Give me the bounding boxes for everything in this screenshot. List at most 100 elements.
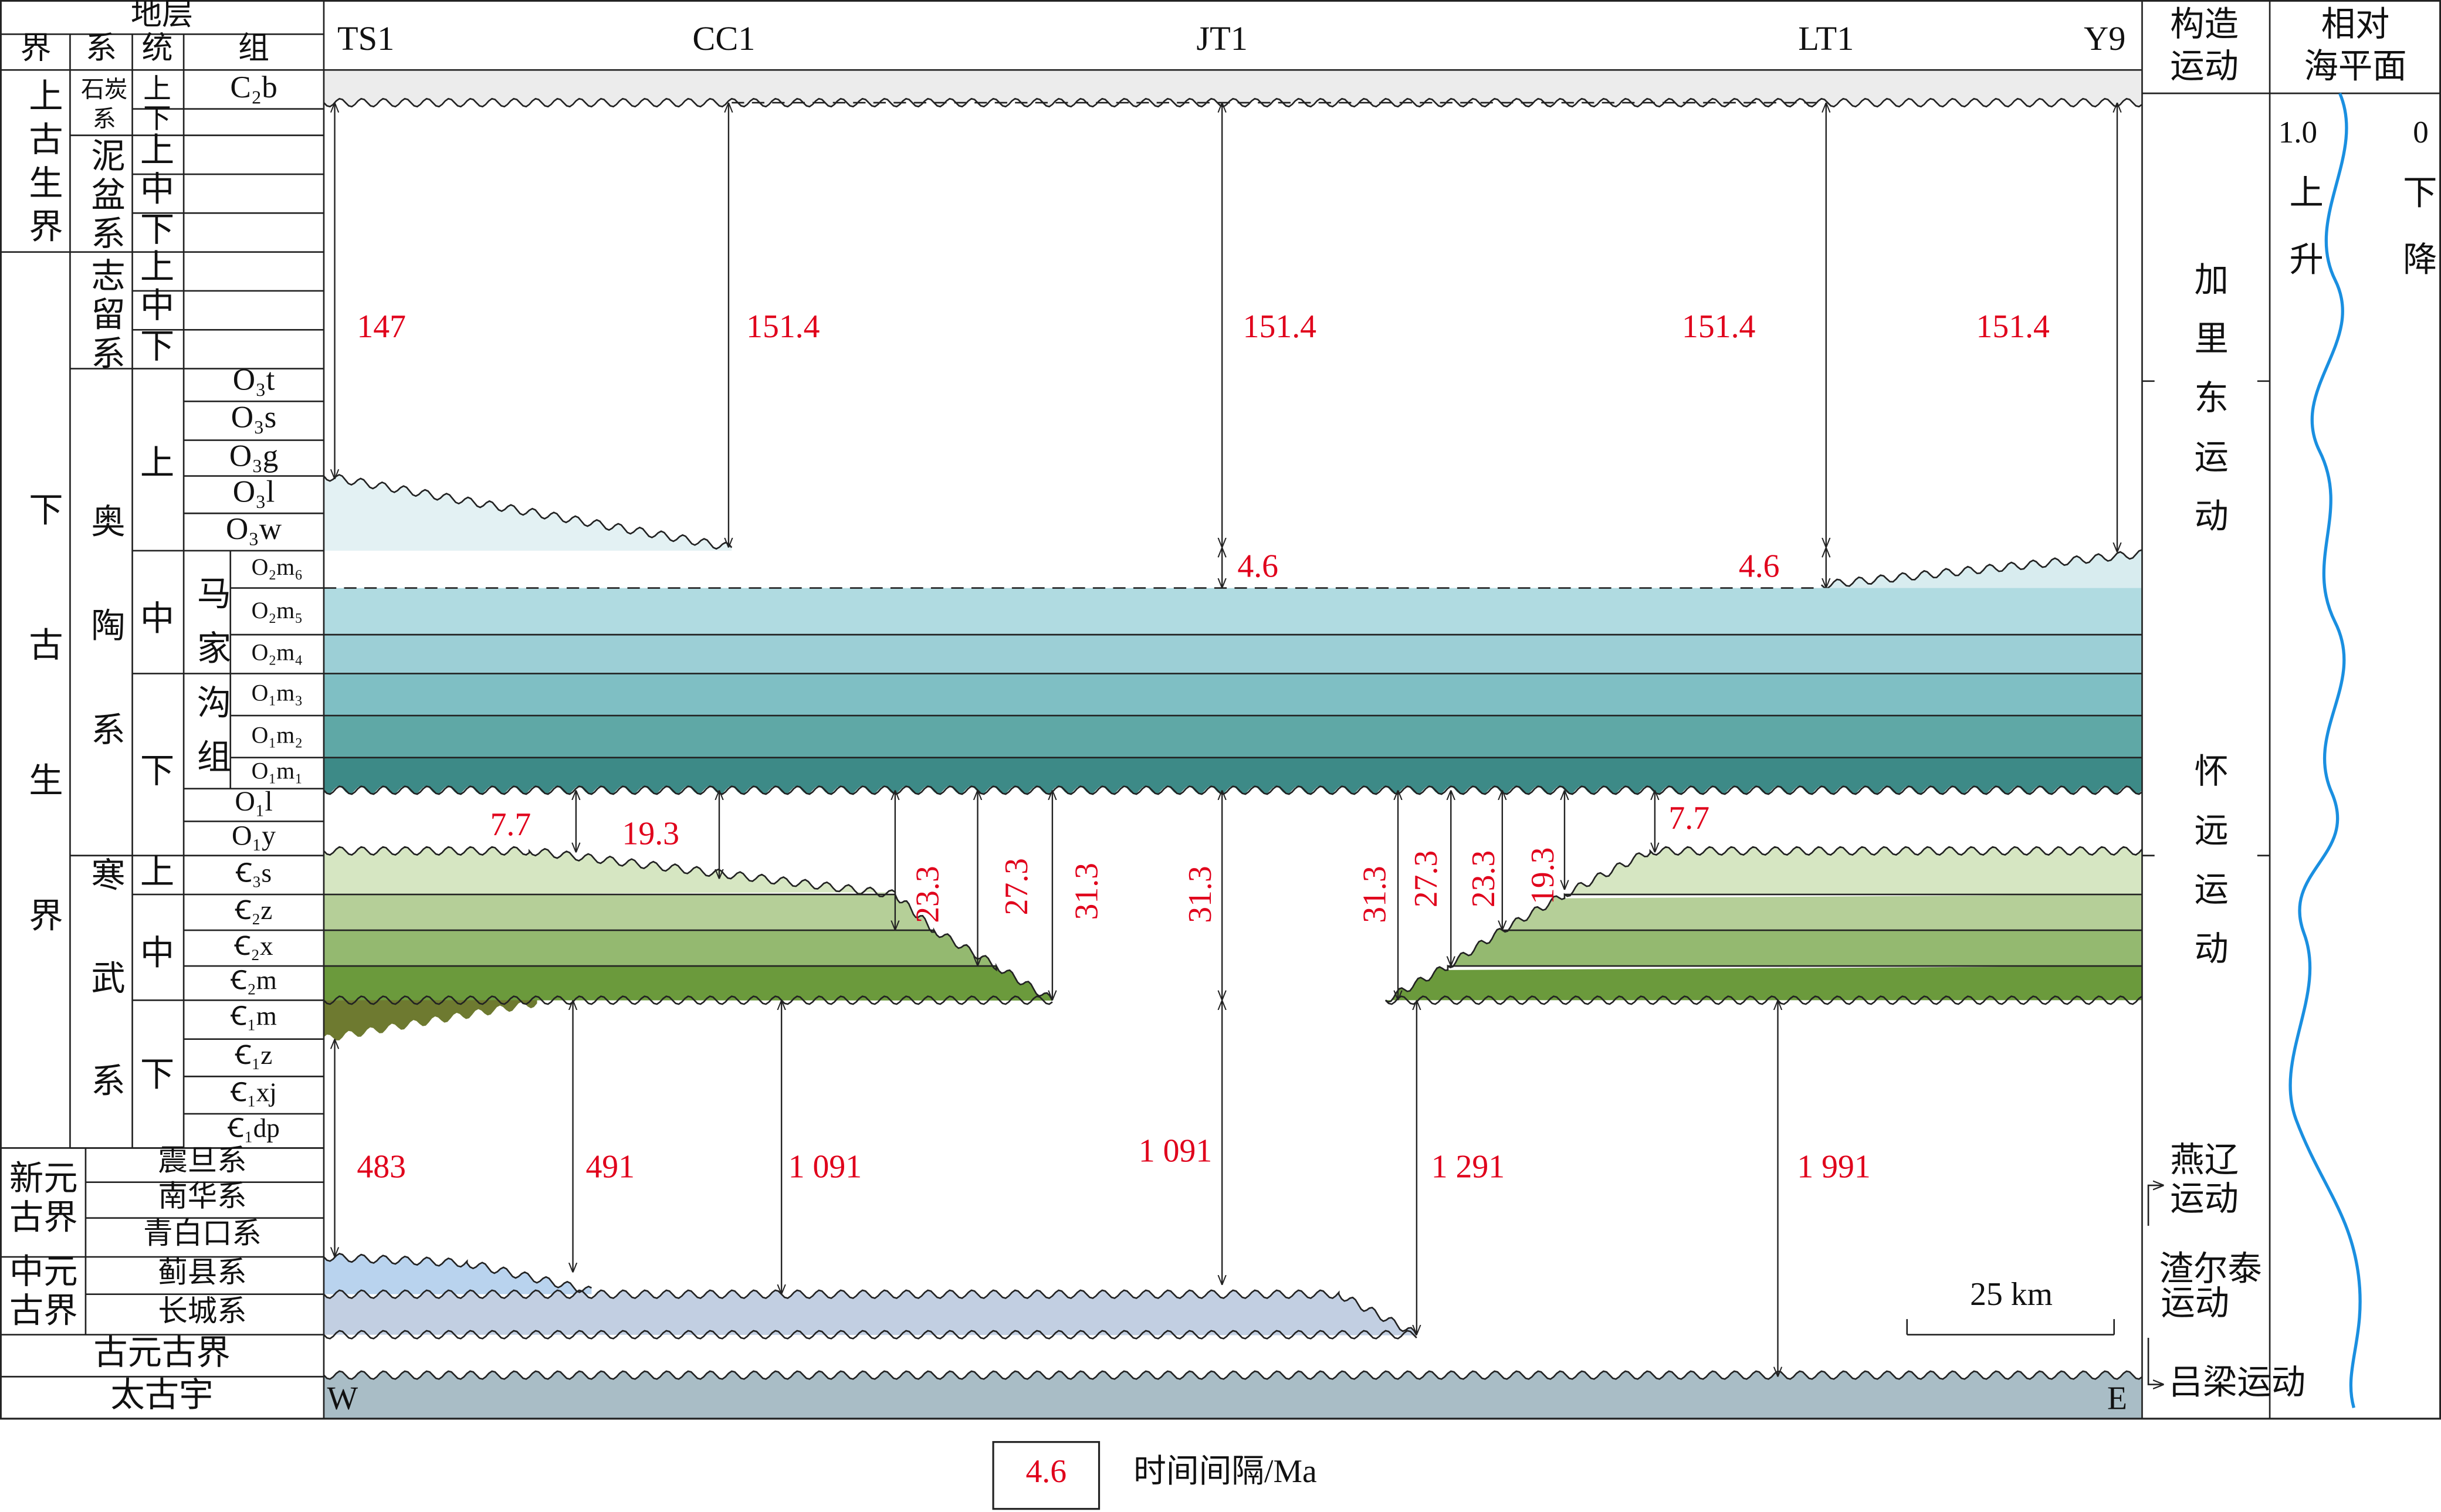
tectonic-event: 燕辽 bbox=[2170, 1141, 2239, 1179]
cambrian-2m bbox=[1385, 966, 2142, 1002]
cambrian-2z bbox=[1502, 894, 2142, 932]
erathem: 中元 bbox=[9, 1253, 78, 1291]
series: 中 bbox=[140, 287, 174, 325]
o1m1-band bbox=[323, 757, 2142, 795]
erathem: 新元 bbox=[9, 1160, 78, 1198]
formation: O₁m₂ bbox=[252, 722, 303, 748]
cambrian-2x bbox=[323, 930, 997, 970]
gap-label: 7.7 bbox=[490, 806, 531, 843]
formation: Ꞓ₂m bbox=[230, 966, 277, 995]
formation: O₃g bbox=[229, 439, 278, 473]
series: 上 bbox=[140, 131, 174, 169]
system: 青白口系 bbox=[143, 1217, 262, 1250]
column-header: 组 bbox=[238, 32, 269, 66]
ordovician-band bbox=[323, 673, 2142, 716]
tectonic-event: 吕梁运动 bbox=[2169, 1364, 2306, 1402]
formation: O₃t bbox=[233, 363, 275, 397]
gap-label: 147 bbox=[357, 308, 406, 345]
column-header: 运动 bbox=[2170, 48, 2239, 86]
labels: 地层界系统组 TS1 CC1 JT1 LT1 Y9 构造运动相对海平面上古生界下古生界新元古… bbox=[9, 0, 2436, 1490]
gap-label: 1 991 bbox=[1797, 1148, 1870, 1185]
legend-sample: 4.6 bbox=[1025, 1453, 1067, 1490]
gap-label: 4.6 bbox=[1237, 548, 1278, 585]
formation: O₁m₃ bbox=[252, 680, 303, 706]
system: 系 bbox=[93, 106, 116, 132]
cambrian-2z bbox=[323, 894, 935, 933]
cambrian-3s bbox=[323, 847, 895, 897]
series: 下 bbox=[143, 103, 171, 134]
sea-level-label: 1.0 bbox=[2279, 116, 2317, 150]
cambrian-2x bbox=[1447, 928, 2142, 968]
sea-level-curve bbox=[2288, 93, 2362, 1409]
tectonic-event: 加里东运动 bbox=[2189, 262, 2227, 557]
series: 中 bbox=[140, 170, 174, 208]
gap-label: 23.3 bbox=[910, 866, 946, 923]
tectonic-event: 渣尔泰 bbox=[2159, 1250, 2262, 1288]
erathem: 上古生界 bbox=[23, 78, 62, 252]
formation: 马家沟组 bbox=[192, 575, 230, 793]
gap-label: 151.4 bbox=[1976, 308, 2050, 345]
cambrian-1m-wedge bbox=[323, 1000, 537, 1040]
gap-label: 7.7 bbox=[1668, 800, 1709, 836]
system: 奥陶系 bbox=[86, 503, 124, 816]
series: 下 bbox=[140, 327, 174, 365]
event-pointer bbox=[2147, 1337, 2164, 1385]
gap-label: 483 bbox=[357, 1148, 406, 1185]
gap-label: 151.4 bbox=[1243, 308, 1316, 345]
formation: Ꞓ₁m bbox=[230, 1002, 277, 1031]
unconformity bbox=[323, 995, 1053, 1005]
column-header: 构造 bbox=[2170, 5, 2239, 43]
cambrian-2m bbox=[323, 966, 1052, 1001]
layers bbox=[323, 70, 2143, 1419]
well-name: JT1 bbox=[1196, 19, 1248, 57]
frame bbox=[0, 0, 2441, 1420]
carboniferous-band bbox=[323, 70, 2142, 107]
series: 上 bbox=[140, 444, 174, 482]
well-name: Y9 bbox=[2084, 19, 2125, 57]
direction: W bbox=[327, 1380, 358, 1416]
series: 下 bbox=[140, 1055, 174, 1093]
formation: O₂m₆ bbox=[252, 554, 303, 580]
formation: O₃s bbox=[231, 400, 276, 434]
formation: O₃w bbox=[226, 512, 282, 546]
jixian-wedge bbox=[323, 1253, 592, 1294]
gap-label: 151.4 bbox=[1682, 308, 1755, 345]
formation: O₁m₁ bbox=[252, 758, 303, 784]
series: 上 bbox=[143, 73, 171, 104]
unconformity bbox=[323, 785, 2143, 795]
series: 上 bbox=[140, 248, 174, 286]
unconformity bbox=[323, 1330, 1417, 1340]
gap-label: 1 091 bbox=[788, 1148, 862, 1185]
legend-box bbox=[992, 1441, 1101, 1510]
erathem: 太古宇 bbox=[110, 1376, 213, 1414]
ordovician-band bbox=[323, 588, 2142, 635]
header-title: 地层 bbox=[131, 0, 193, 31]
sea-level-label: 下降 bbox=[2398, 174, 2436, 308]
column-header: 相对 bbox=[2321, 5, 2390, 43]
formation: C₂b bbox=[230, 70, 277, 104]
gap-label: 4.6 bbox=[1739, 548, 1780, 585]
gap-label: 491 bbox=[585, 1148, 635, 1185]
unconformity bbox=[323, 97, 2143, 108]
tectonic-event: 怀远运动 bbox=[2189, 753, 2227, 989]
system: 长城系 bbox=[158, 1295, 246, 1328]
archean-band bbox=[323, 1371, 2142, 1419]
unconformity bbox=[323, 1370, 2143, 1380]
system: 南华系 bbox=[158, 1179, 246, 1212]
formation: O₂m₅ bbox=[252, 598, 303, 623]
formation: Ꞓ₁xj bbox=[230, 1078, 277, 1107]
unconformity bbox=[323, 1289, 1418, 1336]
formation: O₁y bbox=[232, 821, 276, 852]
series: 下 bbox=[140, 752, 174, 790]
series: 中 bbox=[140, 934, 174, 972]
unconformity bbox=[323, 846, 1054, 1001]
system: 石炭 bbox=[81, 77, 128, 103]
legend-label: 时间间隔/Ma bbox=[1133, 1453, 1317, 1490]
sea-level-label: 0 bbox=[2413, 116, 2429, 150]
system: 寒武系 bbox=[86, 857, 124, 1165]
formation: Ꞓ₂z bbox=[235, 896, 272, 925]
gap-label: 31.3 bbox=[1356, 866, 1393, 923]
